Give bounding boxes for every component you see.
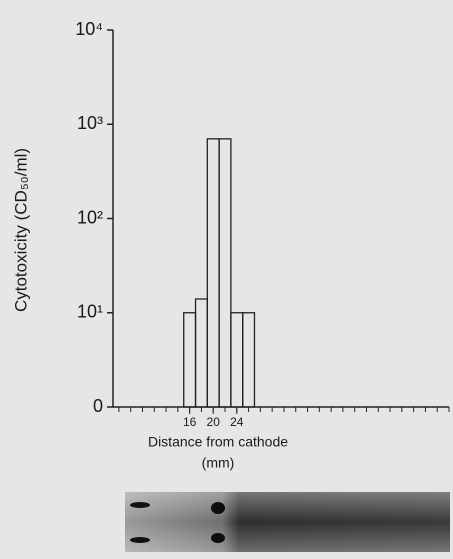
bar xyxy=(183,312,197,408)
y-tick-label: 10¹ xyxy=(77,302,103,322)
x-tick-label: 24 xyxy=(230,415,244,429)
y-tick-label: 10² xyxy=(77,207,103,227)
bar xyxy=(242,312,256,408)
y-tick-label: 10⁴ xyxy=(75,19,103,39)
y-tick-label: 0 xyxy=(93,396,103,416)
x-tick-label: 16 xyxy=(183,415,197,429)
bar xyxy=(218,138,232,408)
bar xyxy=(206,138,220,408)
bar xyxy=(194,298,208,408)
bar xyxy=(230,312,244,408)
x-axis-label: Distance from cathode xyxy=(148,434,288,450)
x-axis-label: (mm) xyxy=(202,455,235,471)
y-axis-label: Cytotoxicity (CD₅₀/ml) xyxy=(11,148,30,312)
x-tick-label: 20 xyxy=(207,415,221,429)
gel-image xyxy=(125,492,450,552)
y-tick-label: 10³ xyxy=(77,113,103,133)
